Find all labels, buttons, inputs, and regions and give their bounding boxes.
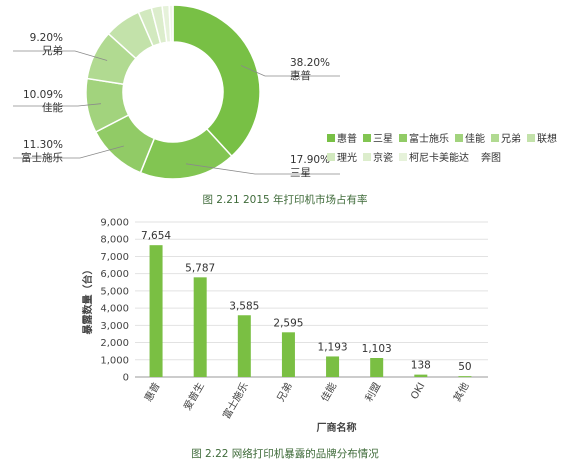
legend-swatch — [363, 134, 371, 142]
legend-label: 奔图 — [481, 151, 501, 164]
slice-name-label: 惠普 — [290, 69, 311, 82]
legend-item: 兄弟 — [491, 133, 521, 145]
bar-1 — [193, 277, 207, 377]
y-tick-label: 3,000 — [100, 321, 129, 332]
bar-0 — [149, 245, 163, 377]
bar-6 — [414, 374, 428, 377]
y-tick-label: 1,000 — [100, 355, 129, 366]
bar-chart-caption: 图 2.22 网络打印机暴露的品牌分布情况 — [191, 448, 379, 460]
legend-label: 理光 — [337, 151, 357, 164]
y-tick-label: 4,000 — [100, 304, 129, 315]
x-tick-label: 其他 — [450, 380, 471, 404]
legend-item: 三星 — [363, 133, 393, 145]
x-tick-label: 佳能 — [318, 380, 339, 404]
legend-item: 佳能 — [455, 132, 485, 145]
slice-percent-label: 38.20% — [290, 57, 330, 69]
y-tick-label: 7,000 — [100, 252, 129, 263]
leader-line-3 — [13, 103, 101, 107]
x-tick-label: 爱普生 — [181, 380, 207, 412]
bar-value-label: 50 — [458, 361, 471, 373]
legend-swatch — [399, 134, 407, 142]
legend-swatch — [363, 153, 371, 161]
slice-name-label: 富士施乐 — [21, 151, 63, 164]
legend-label: 兄弟 — [501, 133, 521, 145]
bar-value-label: 138 — [411, 360, 431, 372]
slice-percent-label: 10.09% — [23, 89, 63, 101]
legend-item: 富士施乐 — [399, 132, 449, 145]
legend-swatch — [491, 134, 499, 142]
leader-line-4 — [13, 50, 108, 61]
y-tick-label: 9,000 — [100, 218, 129, 229]
y-tick-label: 5,000 — [100, 286, 129, 297]
y-tick-label: 0 — [123, 373, 129, 384]
legend-item: 联想 — [527, 132, 557, 145]
x-tick-label: 富士施乐 — [220, 380, 251, 421]
donut-chart-caption: 图 2.21 2015 年打印机市场占有率 — [202, 194, 368, 206]
donut-slice-0 — [172, 4, 261, 158]
x-tick-label: 惠普 — [141, 380, 162, 404]
slice-percent-label: 9.20% — [30, 32, 63, 44]
legend-item: 柯尼卡美能达 — [399, 151, 469, 164]
slice-name-label: 三星 — [290, 167, 311, 179]
legend-label: 惠普 — [337, 132, 357, 145]
bar-value-label: 1,193 — [318, 341, 348, 353]
legend-swatch — [327, 134, 335, 142]
y-tick-label: 2,000 — [100, 338, 129, 349]
x-axis-label: 厂商名称 — [317, 421, 357, 434]
donut-slice-9 — [168, 4, 174, 43]
bar-3 — [281, 332, 295, 377]
y-tick-label: 6,000 — [100, 269, 129, 280]
legend-label: 柯尼卡美能达 — [409, 151, 469, 164]
bar-value-label: 2,595 — [273, 317, 303, 329]
x-tick-label: 利盟 — [363, 381, 383, 404]
leader-line-0 — [240, 65, 340, 77]
x-tick-label: 兄弟 — [275, 381, 295, 404]
legend-label: 三星 — [373, 133, 393, 145]
slice-name-label: 佳能 — [42, 101, 63, 114]
slice-percent-label: 11.30% — [23, 139, 63, 151]
legend-item: 惠普 — [327, 132, 357, 145]
slice-name-label: 兄弟 — [42, 45, 63, 57]
legend-item: 京瓷 — [363, 151, 393, 164]
legend-label: 佳能 — [465, 132, 485, 145]
bar-2 — [237, 315, 251, 377]
legend-label: 富士施乐 — [409, 132, 449, 145]
y-axis-label: 暴露数量（台） — [81, 265, 94, 336]
x-tick-label: OKI — [409, 381, 427, 402]
bar-value-label: 7,654 — [141, 230, 171, 242]
bar-4 — [326, 356, 340, 377]
legend-swatch — [327, 153, 335, 161]
bar-value-label: 3,585 — [229, 300, 259, 312]
leader-line-1 — [185, 163, 340, 175]
legend-swatch — [455, 134, 463, 142]
legend-item: 理光 — [327, 151, 357, 164]
legend-swatch — [527, 134, 535, 142]
legend-label: 联想 — [537, 132, 557, 145]
leader-line-2 — [13, 145, 124, 159]
donut-chart: 38.20%惠普17.90%三星11.30%富士施乐10.09%佳能9.20%兄… — [13, 4, 557, 180]
bar-value-label: 5,787 — [185, 262, 215, 274]
legend-swatch — [399, 153, 407, 161]
slice-percent-label: 17.90% — [290, 154, 330, 166]
legend-label: 京瓷 — [373, 151, 393, 164]
bar-value-label: 1,103 — [362, 343, 392, 355]
bar-7 — [458, 376, 472, 378]
legend-item: 奔图 — [481, 151, 501, 164]
bar-5 — [370, 358, 384, 377]
y-tick-label: 8,000 — [100, 235, 129, 246]
